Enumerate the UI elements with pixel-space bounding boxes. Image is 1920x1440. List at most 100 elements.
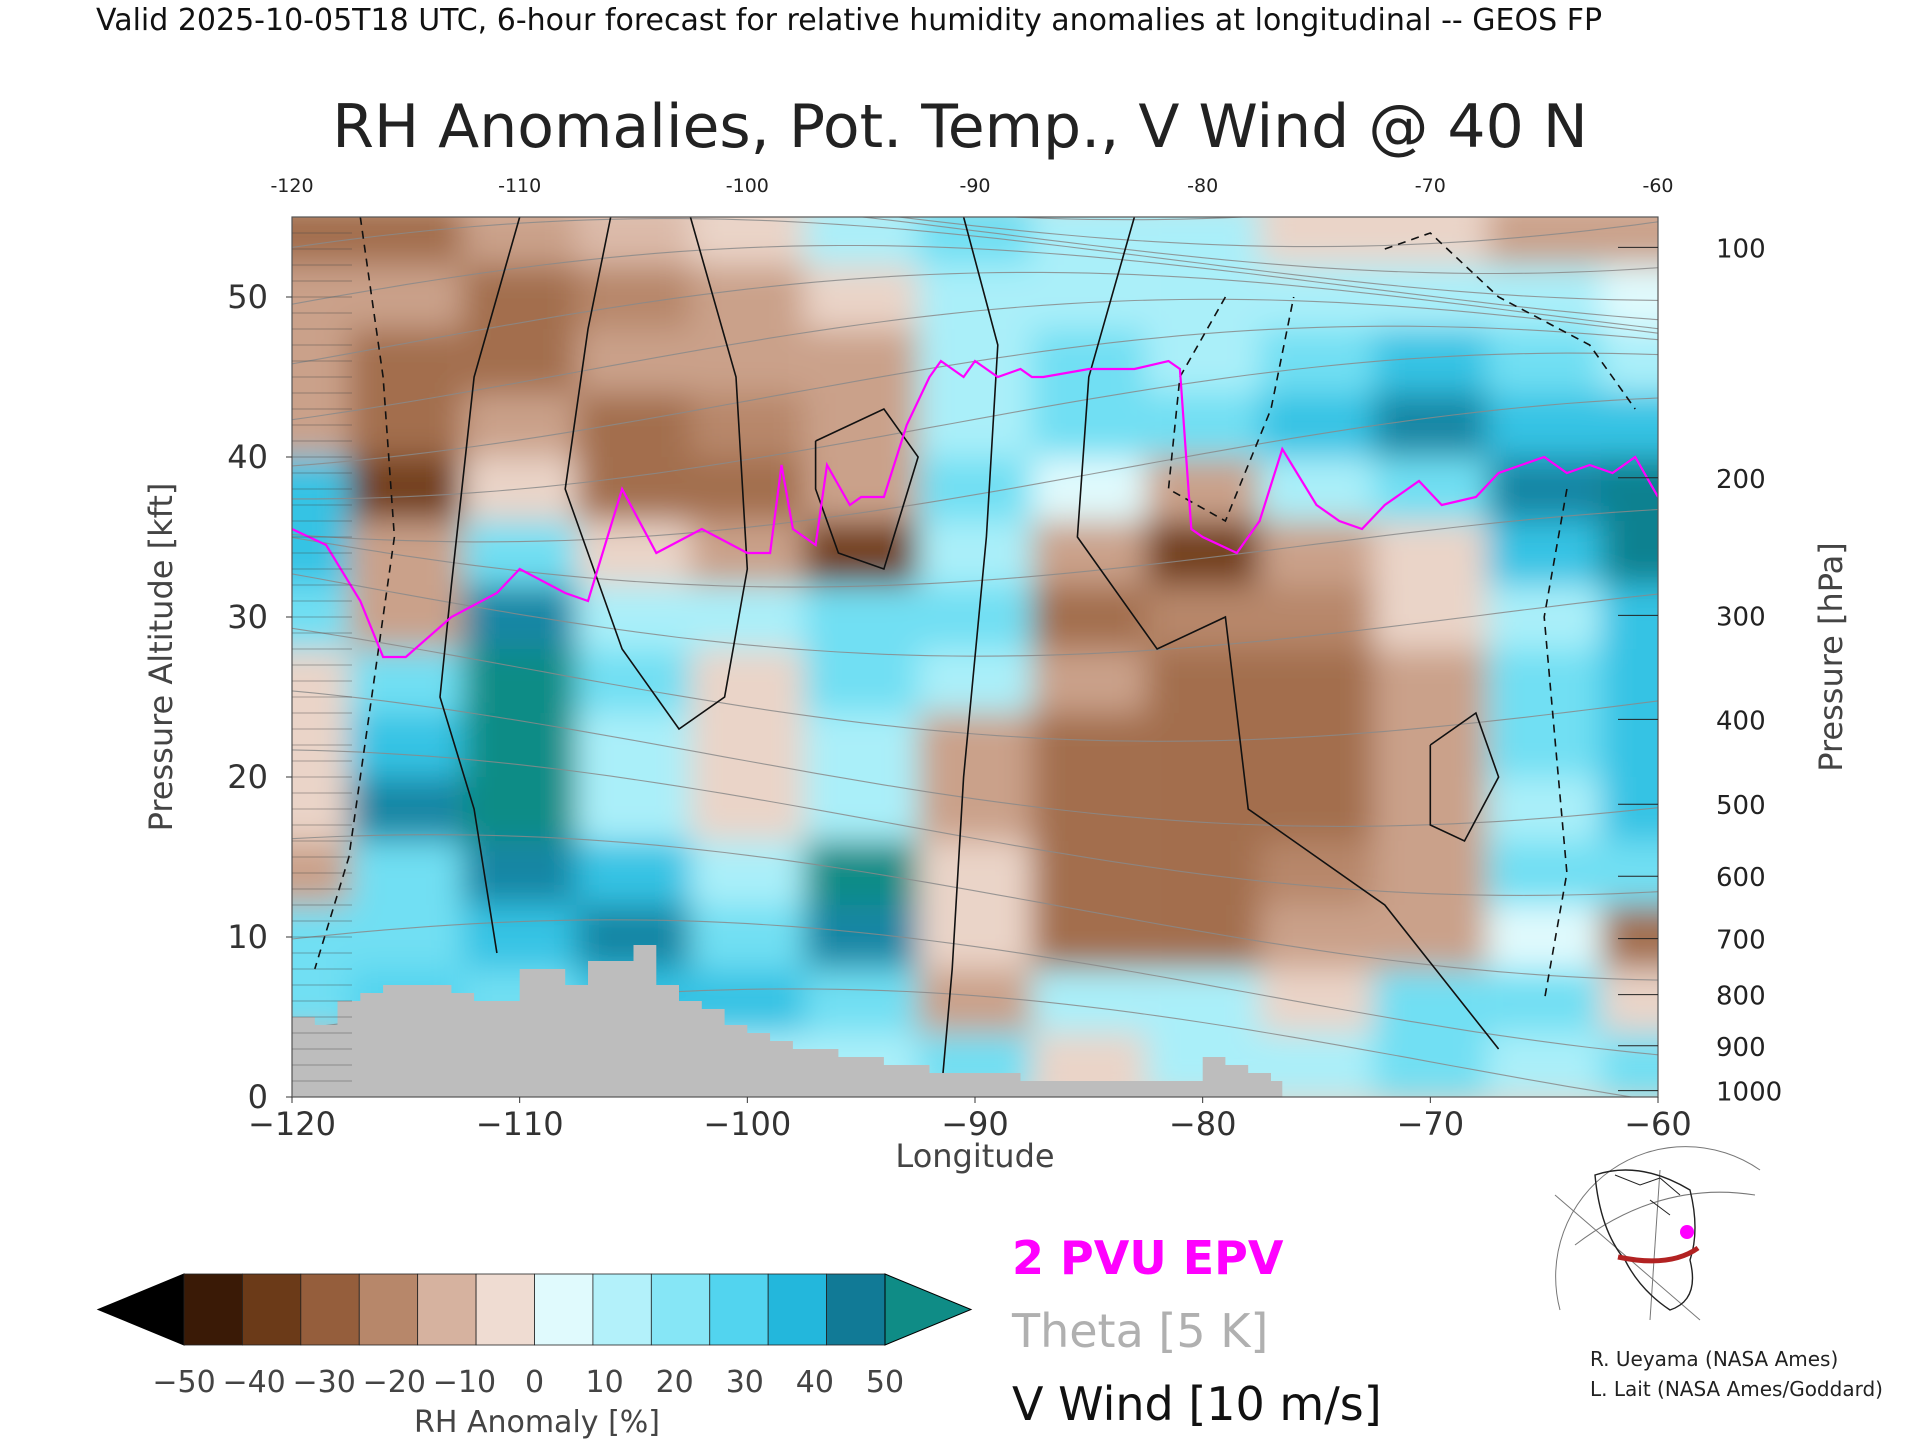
topography-mask [292, 945, 1283, 1097]
colorbar-segment [417, 1273, 477, 1346]
rh-cell [1373, 1033, 1488, 1097]
v-wind-isotach [1543, 488, 1568, 1002]
rh-cell [1487, 969, 1602, 1033]
rh-cell [576, 393, 691, 457]
rh-cell [918, 841, 1032, 905]
rh-cell [918, 905, 1032, 969]
rh-cell [918, 457, 1032, 521]
rh-cell [918, 217, 1032, 265]
legend-theta: Theta [5 K] [1011, 1304, 1268, 1358]
rh-cell [690, 265, 805, 329]
rh-cell [918, 969, 1032, 1033]
colorbar-tick-label: −10 [433, 1365, 496, 1400]
rh-cell [348, 393, 463, 457]
theta-isentrope [292, 508, 1658, 588]
x-top-tick-label: -80 [1187, 175, 1218, 197]
rh-cell [690, 649, 805, 713]
colorbar-tick-label: 0 [525, 1365, 544, 1400]
rh-cell [576, 777, 691, 841]
pressure-tick-label: 100 [1716, 234, 1766, 264]
colorbar-tick-label: 50 [866, 1365, 904, 1400]
pressure-tick-label: 500 [1716, 791, 1766, 821]
x-top-tick-label: -90 [959, 175, 990, 197]
rh-cell [1601, 905, 1658, 969]
colorbar-tick-label: 20 [656, 1365, 694, 1400]
rh-cell [690, 585, 805, 649]
rh-cell [1259, 329, 1374, 393]
pressure-tick-label: 700 [1716, 926, 1766, 956]
y-tick-label: 50 [227, 278, 268, 316]
rh-cell [462, 713, 577, 777]
legend-vwind: V Wind [10 m/s] [1012, 1377, 1382, 1431]
rh-cell [1373, 457, 1488, 521]
colorbar: −50 −40 −30 −20 −10 0 10 20 30 40 50 [96, 1273, 973, 1400]
rh-cell [462, 329, 577, 393]
rh-cell [462, 777, 577, 841]
colorbar-tick-label: −40 [222, 1365, 285, 1400]
rh-cell [804, 841, 919, 905]
colorbar-segment [709, 1273, 769, 1346]
x-tick-label: −90 [941, 1105, 1009, 1143]
rh-cell [462, 393, 577, 457]
theta-isentrope [292, 919, 1658, 1056]
rh-cell [348, 521, 463, 585]
rh-cell [1031, 841, 1146, 905]
pressure-tick-label: 600 [1716, 863, 1766, 893]
rh-cell [1487, 649, 1602, 713]
rh-cell [576, 585, 691, 649]
rh-cell [1259, 585, 1374, 649]
rh-cell [1031, 457, 1146, 521]
valid-time-line: Valid 2025-10-05T18 UTC, 6-hour forecast… [96, 3, 1602, 38]
rh-cell [576, 841, 691, 905]
rh-cell [1145, 649, 1260, 713]
rh-cell [1031, 649, 1146, 713]
x-top-tick-label: -110 [498, 175, 541, 197]
theta-isentrope [292, 834, 1658, 981]
y-tick-label: 30 [227, 598, 268, 636]
theta-isentrope [292, 244, 1658, 321]
rh-cell [462, 841, 577, 905]
rh-cell [576, 217, 691, 265]
rh-cell [1373, 649, 1488, 713]
v-wind-isotach [439, 217, 521, 954]
x-top-tick-label: -70 [1415, 175, 1446, 197]
v-wind-contours [314, 217, 1636, 1097]
rh-cell [1259, 393, 1374, 457]
rh-cell [348, 217, 463, 265]
theta-isentrope [894, 217, 1658, 248]
x-tick-label: −100 [703, 1105, 791, 1143]
colorbar-tick-label: 10 [586, 1365, 624, 1400]
v-wind-isotach [940, 217, 999, 1097]
theta-isentrope [292, 271, 1658, 365]
x-tick-label: −120 [248, 1105, 336, 1143]
rh-cell [576, 521, 691, 585]
rh-cell [1145, 777, 1260, 841]
rh-cell [804, 649, 919, 713]
v-wind-isotach [1167, 296, 1295, 523]
rh-cell [462, 521, 577, 585]
rh-cell [1145, 521, 1260, 585]
pressure-tick-label: 400 [1716, 706, 1766, 736]
rh-cell [918, 265, 1032, 329]
credit-line-2: L. Lait (NASA Ames/Goddard) [1590, 1377, 1883, 1401]
rh-cell [804, 217, 919, 265]
y-axis-label-right: Pressure [hPa] [1812, 542, 1850, 772]
map-cross-section-line [1617, 1245, 1700, 1264]
rh-cell [804, 521, 919, 585]
rh-cell [1487, 217, 1602, 265]
rh-cell [1031, 585, 1146, 649]
rh-cell [1373, 905, 1488, 969]
colorbar-segment [475, 1273, 535, 1346]
rh-cell [462, 265, 577, 329]
rh-cell [1601, 265, 1658, 329]
rh-cell [1259, 649, 1374, 713]
x-tick-label: −70 [1397, 1105, 1465, 1143]
rh-cell [1601, 329, 1658, 393]
rh-cell [1487, 777, 1602, 841]
rh-cell [1259, 841, 1374, 905]
rh-cell [690, 329, 805, 393]
rh-cell [1145, 585, 1260, 649]
rh-cell [1373, 265, 1488, 329]
rh-cell [804, 713, 919, 777]
